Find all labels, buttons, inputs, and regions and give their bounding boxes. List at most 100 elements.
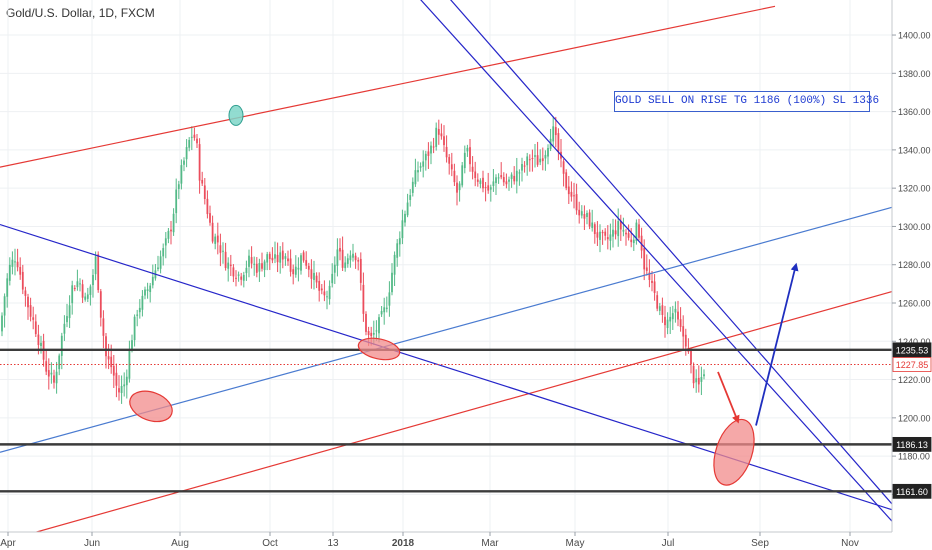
candle-body xyxy=(658,306,661,311)
candle-body xyxy=(47,370,50,377)
candle-body xyxy=(500,175,503,178)
price-tick-label: 1220.00 xyxy=(898,375,931,385)
candle-body xyxy=(320,288,323,291)
candle-body xyxy=(531,158,534,160)
candle-body xyxy=(586,213,588,218)
candle-body xyxy=(570,191,573,197)
candle-body xyxy=(172,213,175,233)
candle-body xyxy=(92,274,94,286)
candle-body xyxy=(526,156,529,166)
candle-body xyxy=(214,236,217,244)
candle-body xyxy=(591,222,594,228)
candle-body xyxy=(557,133,560,152)
candle-body xyxy=(86,294,89,299)
candle-body xyxy=(482,177,484,189)
candle-body xyxy=(261,263,263,269)
candle-body xyxy=(8,264,11,281)
candle-body xyxy=(521,164,523,171)
candle-body xyxy=(229,264,232,266)
candle-body xyxy=(123,384,126,387)
price-tick-label: 1340.00 xyxy=(898,145,931,155)
candle-body xyxy=(302,252,305,261)
candle-body xyxy=(203,185,206,199)
trend-line xyxy=(450,0,893,505)
candle-body xyxy=(502,177,505,183)
candle-body xyxy=(578,209,581,216)
candle-body xyxy=(175,189,178,214)
candle-body xyxy=(263,261,266,271)
candle-body xyxy=(471,166,474,172)
candle-body xyxy=(198,144,201,181)
candle-body xyxy=(463,152,466,169)
candle-body xyxy=(411,181,414,193)
candle-body xyxy=(289,258,292,272)
candle-body xyxy=(310,269,313,279)
time-tick-label: 13 xyxy=(327,538,339,549)
trade-note-box[interactable]: GOLD SELL ON RISE TG 1186 (100%) SL 1336 xyxy=(614,91,879,112)
candlestick-series xyxy=(1,116,705,404)
candle-body xyxy=(396,243,399,258)
candle-body xyxy=(151,276,154,286)
price-tag-bg xyxy=(892,342,932,358)
candle-body xyxy=(32,317,35,320)
candle-body xyxy=(300,255,302,271)
time-tick-label: 2018 xyxy=(392,538,415,549)
candle-body xyxy=(237,274,240,276)
candle-body xyxy=(216,235,219,243)
candle-body xyxy=(245,267,248,274)
candle-body xyxy=(79,283,81,285)
candle-body xyxy=(617,221,620,237)
candle-body xyxy=(24,290,27,296)
chart-drawings xyxy=(0,0,893,543)
candle-body xyxy=(45,361,48,372)
candle-body xyxy=(68,305,71,319)
candle-body xyxy=(315,275,318,283)
candle-body xyxy=(170,229,172,232)
price-tick-label: 1200.00 xyxy=(898,413,931,423)
candle-body xyxy=(19,266,22,275)
top-marker-ellipse xyxy=(228,104,244,126)
candle-body xyxy=(84,296,87,300)
candle-body xyxy=(105,336,107,357)
candle-body xyxy=(193,134,196,138)
candle-body xyxy=(671,313,674,320)
candle-body xyxy=(136,314,139,316)
candle-body xyxy=(445,146,448,158)
candle-body xyxy=(466,147,469,152)
candle-body xyxy=(107,356,110,360)
candle-body xyxy=(609,234,612,241)
candle-body xyxy=(242,274,245,281)
trend-line xyxy=(420,0,893,522)
price-tag-label: 1186.13 xyxy=(896,440,928,450)
candle-body xyxy=(323,291,326,296)
price-tick-label: 1280.00 xyxy=(898,260,931,270)
candle-body xyxy=(144,289,146,296)
candle-body xyxy=(349,255,352,261)
candle-body xyxy=(692,365,695,384)
candle-body xyxy=(588,212,591,227)
price-tags: 1235.53 1227.85 1186.13 1161.60 xyxy=(892,342,932,499)
time-axis-bg xyxy=(0,532,892,550)
candle-body xyxy=(73,287,76,290)
candle-body xyxy=(554,127,557,136)
candle-body xyxy=(14,261,16,263)
candle-body xyxy=(219,245,222,253)
candle-body xyxy=(599,231,601,240)
candle-body xyxy=(450,164,453,170)
candle-body xyxy=(248,255,250,267)
candle-body xyxy=(183,160,185,165)
candle-body xyxy=(185,147,188,160)
candle-body xyxy=(669,316,672,322)
candle-body xyxy=(125,376,128,386)
candle-body xyxy=(367,331,370,335)
candle-body xyxy=(222,250,224,252)
candle-body xyxy=(604,231,607,236)
time-axis: Apr Jun Aug Oct 13 2018 Mar May Jul Sep Nov xyxy=(0,531,892,550)
candle-body xyxy=(476,179,479,182)
price-axis: 1160.001180.001200.001220.001240.001260.… xyxy=(891,0,932,550)
candle-body xyxy=(469,147,471,165)
price-tag-label: 1161.60 xyxy=(896,487,928,497)
candle-body xyxy=(146,289,149,291)
price-tick-label: 1300.00 xyxy=(898,222,931,232)
